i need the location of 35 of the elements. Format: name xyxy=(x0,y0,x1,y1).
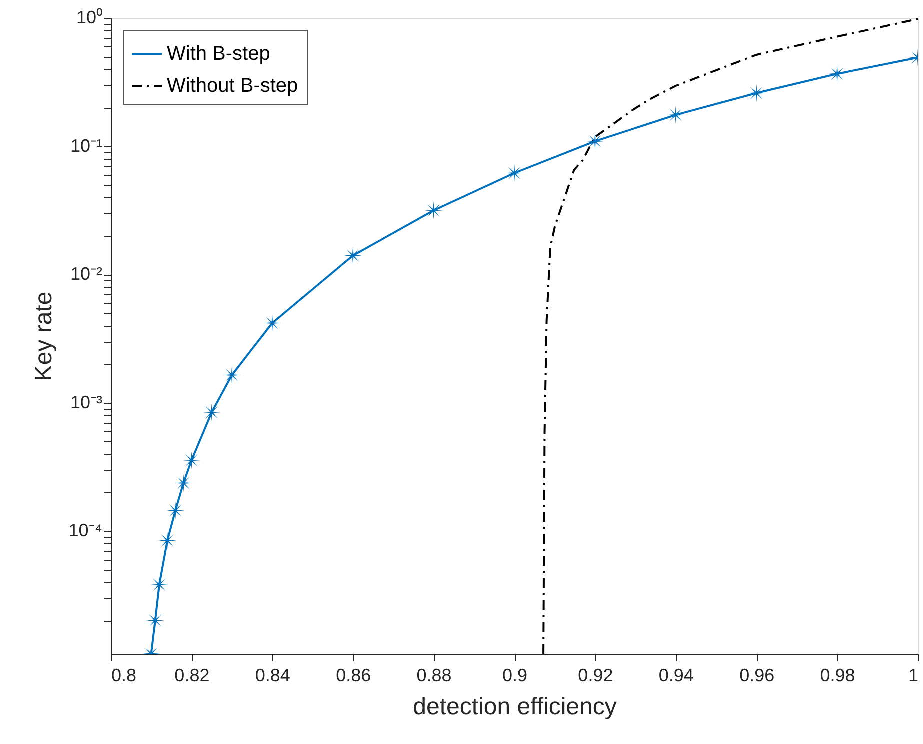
point xyxy=(166,502,185,520)
y-tick-label: 10⁻³ xyxy=(70,392,103,412)
y-axis-title: Key rate xyxy=(30,292,58,382)
y-tick-label: 10⁰ xyxy=(76,8,102,28)
point xyxy=(666,106,685,124)
x-tick-label: 0.94 xyxy=(658,666,694,686)
point xyxy=(424,202,443,220)
x-tick-label: 0.86 xyxy=(336,666,372,686)
point xyxy=(263,314,282,332)
point xyxy=(223,366,241,384)
point xyxy=(150,576,168,594)
x-tick-label: 1 xyxy=(908,666,918,686)
legend-label: Without B-step xyxy=(167,75,298,97)
line-series xyxy=(542,18,918,654)
point xyxy=(344,246,362,265)
point xyxy=(182,452,201,470)
point xyxy=(146,612,164,630)
x-tick-label: 0.96 xyxy=(740,666,775,686)
y-tick-label: 10⁻² xyxy=(70,264,103,284)
x-tick-label: 0.84 xyxy=(255,666,290,686)
point xyxy=(174,474,193,492)
point xyxy=(828,65,846,83)
y-tick-label: 10⁻⁴ xyxy=(68,520,102,541)
y-tick-label: 10⁻¹ xyxy=(70,136,103,156)
x-axis-title: detection efficiency xyxy=(413,694,617,720)
point xyxy=(586,132,604,150)
x-tick-label: 0.92 xyxy=(578,666,614,686)
x-tick-label: 0.82 xyxy=(174,666,210,686)
legend-label: With B-step xyxy=(167,43,270,65)
x-tick-label: 0.98 xyxy=(820,666,856,686)
point xyxy=(158,532,176,550)
x-tick-label: 0.9 xyxy=(502,666,528,686)
point xyxy=(748,84,766,102)
x-tick-label: 0.8 xyxy=(112,666,137,686)
x-tick-label: 0.88 xyxy=(416,666,452,686)
